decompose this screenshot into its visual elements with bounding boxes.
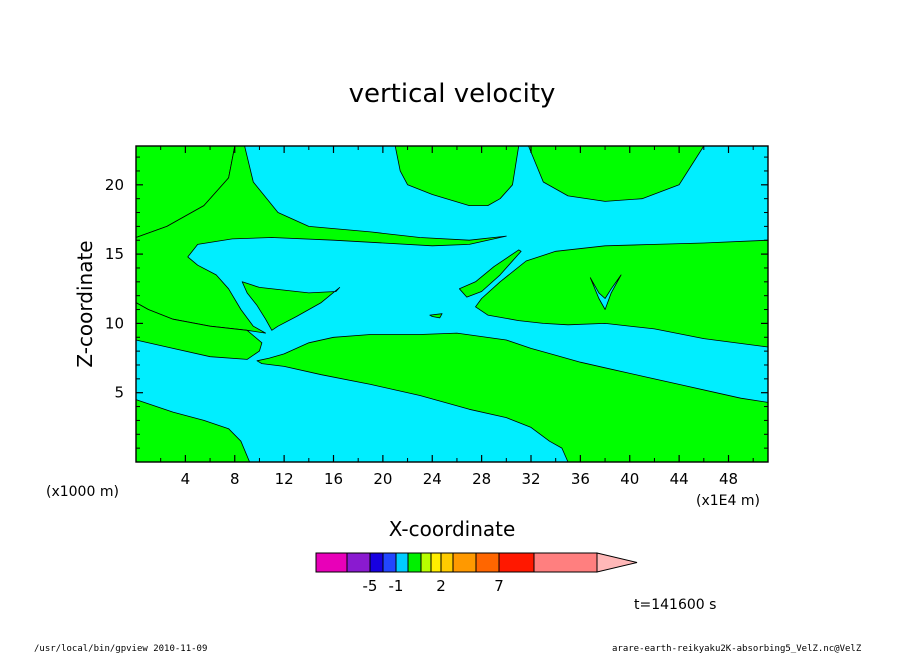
colorbar-segment bbox=[395, 552, 409, 573]
y-tick-label: 15 bbox=[105, 245, 124, 263]
x-tick-label: 8 bbox=[230, 470, 240, 488]
contour-region-negative-11 bbox=[589, 274, 622, 310]
colorbar-label: -5 bbox=[363, 577, 378, 595]
contour-region-positive-8 bbox=[475, 239, 769, 348]
y-axis-ticks: 5 10 15 20 bbox=[105, 156, 768, 449]
colorbar-segment bbox=[407, 552, 422, 573]
colorbar-segment bbox=[498, 552, 535, 573]
contour-regions bbox=[135, 145, 769, 463]
x-tick-label: 48 bbox=[719, 470, 738, 488]
contour-region-positive-3 bbox=[528, 145, 705, 202]
contour-region-positive-4 bbox=[135, 302, 263, 360]
footer-left: /usr/local/bin/gpview 2010-11-09 bbox=[34, 644, 207, 654]
colorbar-segment bbox=[346, 552, 371, 573]
x-tick-label: 24 bbox=[423, 470, 442, 488]
chart-title: vertical velocity bbox=[349, 79, 556, 109]
colorbar-segment bbox=[382, 552, 397, 573]
footer-right: arare-earth-reikyaku2K-absorbing5_VelZ.n… bbox=[612, 644, 862, 654]
x-tick-label: 20 bbox=[373, 470, 392, 488]
colorbar: -5 -1 2 7 bbox=[315, 552, 638, 595]
colorbar-segment bbox=[452, 552, 477, 573]
colorbar-segment bbox=[440, 552, 454, 573]
x-tick-label: 28 bbox=[472, 470, 491, 488]
x-unit-right: (x1E4 m) bbox=[696, 493, 760, 509]
contour-region-positive-10 bbox=[429, 313, 443, 319]
x-tick-label: 12 bbox=[275, 470, 294, 488]
colorbar-segment bbox=[475, 552, 500, 573]
x-unit-left: (x1000 m) bbox=[46, 484, 119, 500]
contour-region-positive-6 bbox=[256, 332, 769, 463]
colorbar-segment bbox=[315, 552, 348, 573]
colorbar-segment bbox=[430, 552, 442, 573]
colorbar-label: 2 bbox=[436, 577, 446, 595]
x-tick-label: 40 bbox=[620, 470, 639, 488]
colorbar-arrow bbox=[596, 552, 638, 573]
x-axis-label: X-coordinate bbox=[389, 517, 516, 541]
colorbar-segment bbox=[369, 552, 384, 573]
colorbar-segment bbox=[420, 552, 432, 573]
colorbar-segment bbox=[533, 552, 598, 573]
y-tick-label: 5 bbox=[114, 384, 124, 402]
x-tick-label: 4 bbox=[181, 470, 191, 488]
x-tick-label: 36 bbox=[571, 470, 590, 488]
contour-region-positive-2 bbox=[394, 145, 520, 207]
y-tick-label: 10 bbox=[105, 314, 124, 332]
contour-region-positive-5 bbox=[241, 281, 341, 331]
y-tick-label: 20 bbox=[105, 176, 124, 194]
x-tick-label: 44 bbox=[670, 470, 689, 488]
colorbar-label: 7 bbox=[494, 577, 504, 595]
time-stamp: t=141600 s bbox=[634, 597, 716, 613]
colorbar-label: -1 bbox=[389, 577, 404, 595]
x-tick-label: 32 bbox=[521, 470, 540, 488]
contour-region-positive-9 bbox=[458, 249, 522, 298]
x-tick-label: 16 bbox=[324, 470, 343, 488]
plot-frame bbox=[135, 145, 769, 463]
y-axis-label: Z-coordinate bbox=[73, 240, 97, 367]
x-axis-ticks: 4 8 12 16 20 24 28 32 36 40 44 48 bbox=[160, 146, 754, 488]
